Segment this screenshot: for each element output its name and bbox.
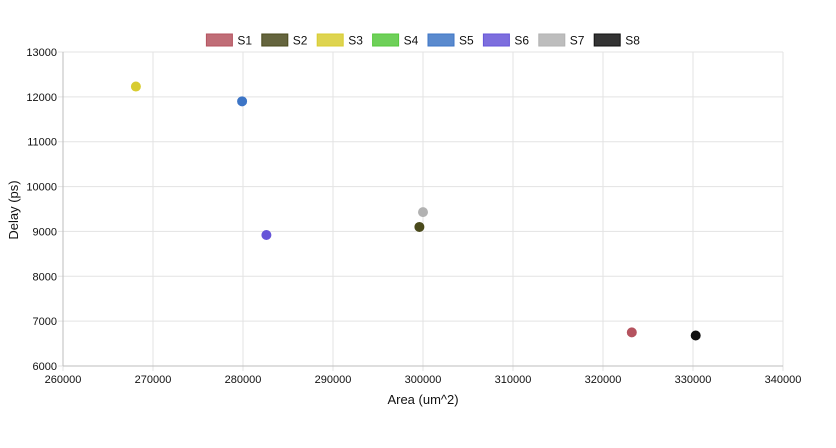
- legend-item-s5[interactable]: S5: [427, 33, 474, 48]
- legend-label: S8: [625, 34, 640, 48]
- data-point-s3[interactable]: [130, 81, 141, 92]
- legend-label: S3: [348, 34, 363, 48]
- y-tick-label: 7000: [33, 316, 57, 328]
- legend-label: S5: [459, 34, 474, 48]
- x-axis-title: Area (um^2): [387, 392, 458, 407]
- data-point-s7[interactable]: [418, 207, 428, 218]
- y-tick-label: 9000: [33, 226, 57, 238]
- x-tick-label: 260000: [45, 374, 82, 386]
- legend[interactable]: S1 S2 S3 S4 S5 S6 S7 S8: [205, 33, 640, 48]
- x-tick-label: 320000: [585, 374, 622, 386]
- x-tick-label: 270000: [135, 374, 172, 386]
- legend-label: S1: [237, 34, 252, 48]
- y-tick-label: 8000: [33, 271, 57, 283]
- legend-swatch: [593, 33, 621, 47]
- x-tick-label: 310000: [495, 374, 532, 386]
- legend-item-s8[interactable]: S8: [593, 33, 640, 48]
- legend-swatch: [538, 33, 566, 47]
- y-tick-label: 12000: [26, 92, 57, 104]
- y-tick-label: 6000: [33, 361, 57, 373]
- legend-swatch: [316, 33, 344, 47]
- data-point-s6[interactable]: [261, 230, 272, 241]
- legend-swatch: [482, 33, 510, 47]
- x-tick-label: 280000: [225, 374, 262, 386]
- data-point-s8[interactable]: [690, 330, 701, 341]
- data-point-s1[interactable]: [626, 327, 637, 338]
- tick-labels: 260000 270000 280000 290000 300000 310000 3200…: [26, 47, 801, 386]
- data-point-s5[interactable]: [237, 96, 248, 107]
- legend-item-s7[interactable]: S7: [538, 33, 585, 48]
- y-tick-label: 10000: [26, 182, 57, 194]
- legend-swatch: [427, 33, 455, 47]
- data-point-s2[interactable]: [414, 221, 425, 232]
- legend-item-s6[interactable]: S6: [482, 33, 529, 48]
- legend-label: S6: [514, 34, 529, 48]
- legend-swatch: [372, 33, 400, 47]
- legend-item-s2[interactable]: S2: [261, 33, 308, 48]
- legend-item-s4[interactable]: S4: [372, 33, 419, 48]
- y-tick-label: 11000: [27, 137, 57, 149]
- x-tick-label: 300000: [405, 374, 442, 386]
- legend-swatch: [205, 33, 233, 47]
- legend-label: S4: [404, 34, 419, 48]
- data-points: [130, 81, 701, 341]
- y-tick-label: 13000: [26, 47, 57, 59]
- legend-label: S2: [293, 34, 308, 48]
- legend-item-s3[interactable]: S3: [316, 33, 363, 48]
- x-tick-label: 340000: [765, 374, 802, 386]
- legend-label: S7: [570, 34, 585, 48]
- y-axis-title: Delay (ps): [6, 180, 21, 239]
- legend-item-s1[interactable]: S1: [205, 33, 252, 48]
- x-tick-label: 330000: [675, 374, 712, 386]
- legend-swatch: [261, 33, 289, 47]
- axes: [62, 52, 783, 367]
- x-tick-label: 290000: [315, 374, 352, 386]
